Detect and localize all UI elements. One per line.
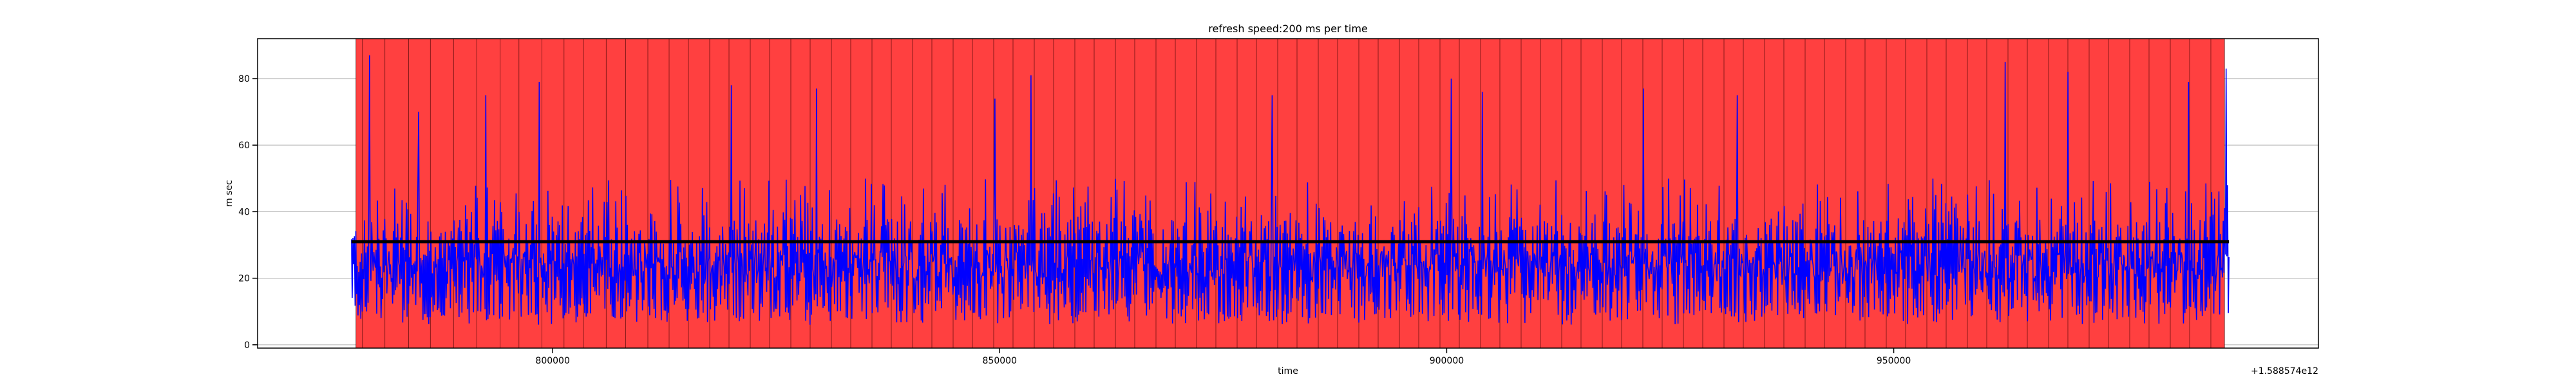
y-tick-label: 20: [238, 274, 250, 284]
x-axis-label: time: [1278, 366, 1298, 376]
series-line-blue: [351, 55, 2230, 325]
y-tick-label: 60: [238, 141, 250, 151]
shaded-region-dividers: [355, 39, 2225, 348]
y-tick-label: 40: [238, 207, 250, 217]
x-tick-label: 900000: [1430, 356, 1464, 366]
x-offset-label: +1.588574e12: [2251, 366, 2318, 376]
x-tick-label: 850000: [983, 356, 1017, 366]
plot-frame: [257, 38, 2319, 349]
y-axis-label: m sec: [224, 180, 234, 207]
x-tick-label: 950000: [1877, 356, 1911, 366]
x-tick-label: 800000: [535, 356, 569, 366]
y-tick-label: 80: [238, 74, 250, 84]
chart-title: refresh speed:200 ms per time: [1208, 23, 1368, 35]
series-group: [351, 55, 2230, 325]
y-tick-label: 0: [244, 340, 250, 351]
axes: 0 20 40 60 80 800000 850000 900000 950000: [238, 74, 1911, 366]
